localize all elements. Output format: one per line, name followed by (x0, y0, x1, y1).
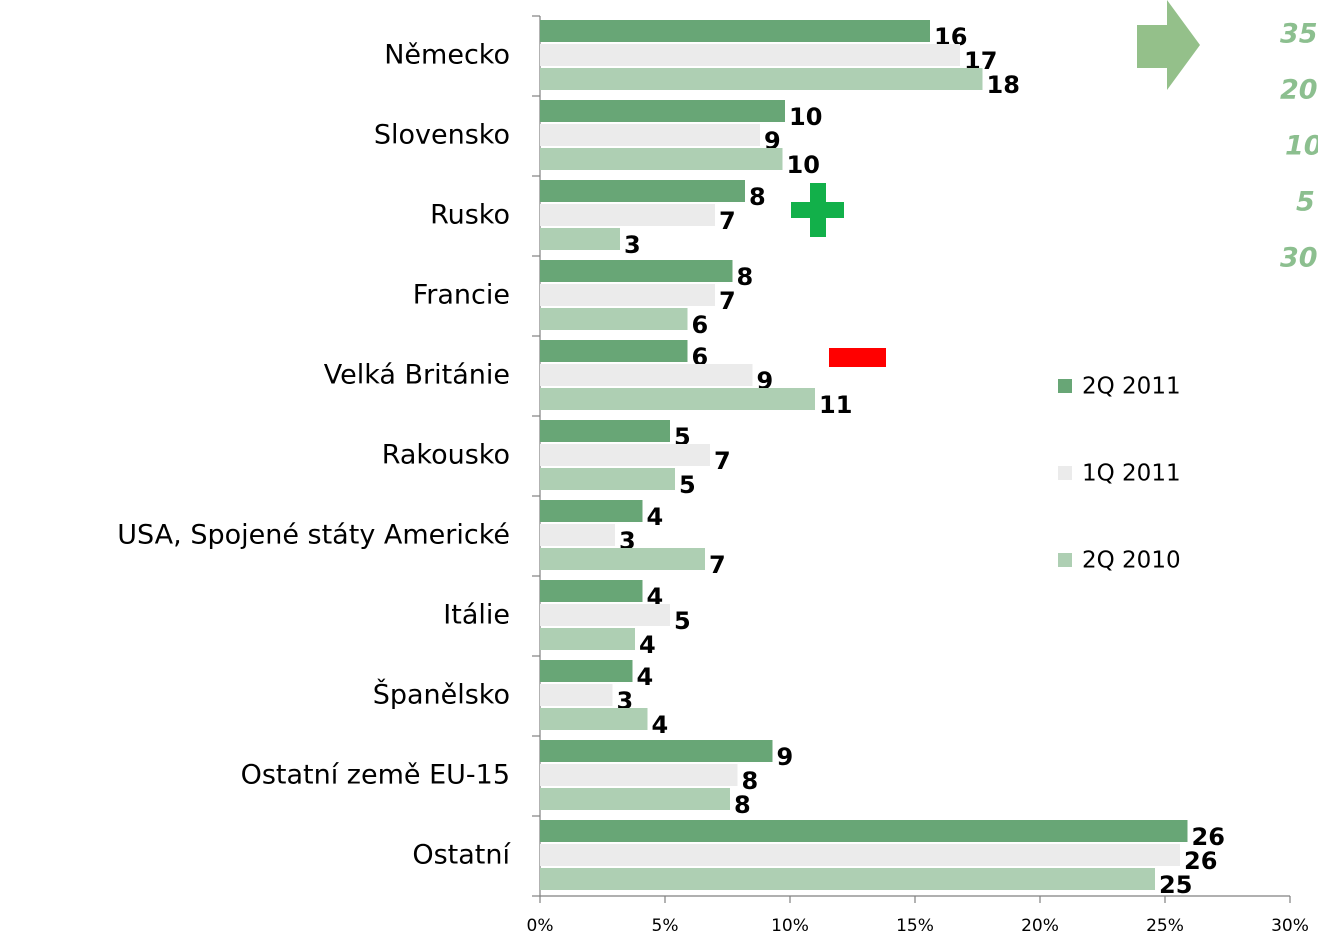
bar (540, 764, 738, 786)
side-note: 20 (1280, 75, 1318, 106)
x-tick-label: 15% (896, 916, 934, 936)
category-label: Ostatní (412, 840, 511, 871)
category-label: USA, Spojené státy Americké (117, 520, 510, 551)
bar (540, 708, 648, 730)
x-tick-label: 30% (1271, 916, 1309, 936)
bar (540, 340, 688, 362)
value-label: 26 (1192, 823, 1225, 851)
bar (540, 580, 643, 602)
value-label: 7 (714, 447, 731, 475)
value-label: 10 (787, 151, 820, 179)
value-label: 7 (719, 287, 736, 315)
category-label: Slovensko (374, 120, 510, 151)
bar (540, 308, 688, 330)
value-label: 8 (749, 183, 766, 211)
value-label: 4 (637, 663, 654, 691)
bar (540, 868, 1155, 890)
value-label: 8 (742, 767, 759, 795)
category-label: Španělsko (373, 679, 510, 711)
bar (540, 44, 960, 66)
bar (540, 468, 675, 490)
category-label: Ostatní země EU-15 (241, 760, 510, 791)
bar (540, 204, 715, 226)
bar (540, 788, 730, 810)
side-note: 35 (1280, 19, 1318, 50)
value-label: 4 (647, 503, 664, 531)
bar (540, 260, 733, 282)
value-label: 4 (639, 631, 656, 659)
category-label: Německo (384, 40, 510, 71)
bar (540, 548, 705, 570)
bar (540, 500, 643, 522)
bar (540, 844, 1180, 866)
value-label: 5 (674, 607, 691, 635)
bar (540, 604, 670, 626)
value-label: 11 (819, 391, 852, 419)
bar (540, 68, 983, 90)
legend-label: 2Q 2010 (1082, 548, 1181, 574)
value-label: 3 (624, 231, 641, 259)
category-label: Francie (413, 280, 510, 311)
value-label: 7 (709, 551, 726, 579)
plus-icon (791, 183, 844, 237)
value-label: 25 (1159, 871, 1192, 899)
bar (540, 684, 613, 706)
legend-swatch (1058, 379, 1072, 393)
value-label: 18 (987, 71, 1020, 99)
value-label: 8 (734, 791, 751, 819)
legend-swatch (1058, 553, 1072, 567)
category-label: Velká Británie (324, 360, 510, 391)
x-tick-label: 10% (771, 916, 809, 936)
minus-icon (829, 348, 886, 367)
x-tick-label: 25% (1146, 916, 1184, 936)
side-note: 30 (1280, 243, 1318, 274)
category-label: Rakousko (382, 440, 510, 471)
bar (540, 20, 930, 42)
legend-label: 2Q 2011 (1082, 374, 1181, 400)
value-label: 6 (692, 311, 709, 339)
bar (540, 228, 620, 250)
bar (540, 388, 815, 410)
side-note: 10 (1285, 131, 1318, 162)
x-tick-label: 0% (527, 916, 554, 936)
category-label: Rusko (430, 200, 510, 231)
value-label: 4 (652, 711, 669, 739)
bar (540, 124, 760, 146)
bar (540, 148, 783, 170)
x-tick-label: 5% (652, 916, 679, 936)
bar (540, 524, 615, 546)
legend-swatch (1058, 466, 1072, 480)
bar (540, 660, 633, 682)
arrow-icon (1137, 0, 1200, 90)
bar (540, 284, 715, 306)
side-note: 5 (1296, 187, 1315, 218)
bar (540, 740, 773, 762)
bar (540, 364, 753, 386)
value-label: 10 (789, 103, 822, 131)
bar (540, 180, 745, 202)
bar (540, 628, 635, 650)
value-label: 8 (737, 263, 754, 291)
value-label: 5 (679, 471, 696, 499)
value-label: 9 (777, 743, 794, 771)
category-label: Itálie (443, 600, 510, 631)
bar (540, 444, 710, 466)
legend-label: 1Q 2011 (1082, 461, 1181, 487)
bar (540, 100, 785, 122)
x-tick-label: 20% (1021, 916, 1059, 936)
bar (540, 420, 670, 442)
value-label: 7 (719, 207, 736, 235)
value-label: 26 (1184, 847, 1217, 875)
bar (540, 820, 1188, 842)
